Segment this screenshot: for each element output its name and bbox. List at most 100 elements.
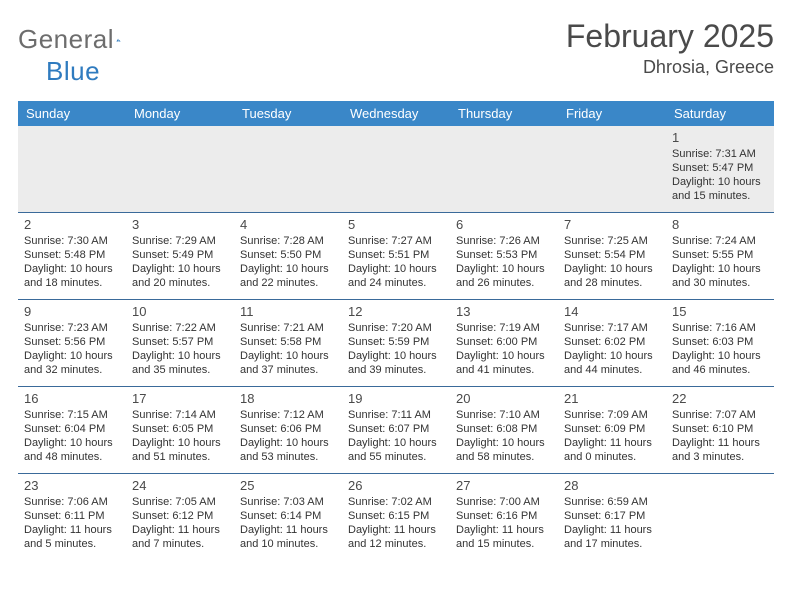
- daylight-text: and 41 minutes.: [456, 364, 552, 378]
- sunrise-text: Sunrise: 7:24 AM: [672, 235, 768, 249]
- day-number: 23: [24, 478, 120, 494]
- daylight-text: and 12 minutes.: [348, 538, 444, 552]
- day-number: 17: [132, 391, 228, 407]
- daylight-text: Daylight: 10 hours: [240, 263, 336, 277]
- day-number: 6: [456, 217, 552, 233]
- sunset-text: Sunset: 6:16 PM: [456, 510, 552, 524]
- day-cell: [18, 126, 126, 212]
- day-number: 14: [564, 304, 660, 320]
- sunset-text: Sunset: 5:53 PM: [456, 249, 552, 263]
- sunrise-text: Sunrise: 7:09 AM: [564, 409, 660, 423]
- daylight-text: Daylight: 10 hours: [348, 350, 444, 364]
- daylight-text: and 20 minutes.: [132, 277, 228, 291]
- day-cell: 25Sunrise: 7:03 AMSunset: 6:14 PMDayligh…: [234, 474, 342, 560]
- sunrise-text: Sunrise: 7:15 AM: [24, 409, 120, 423]
- daylight-text: Daylight: 11 hours: [672, 437, 768, 451]
- daylight-text: and 48 minutes.: [24, 451, 120, 465]
- weekday-label: Wednesday: [342, 101, 450, 126]
- day-number: 1: [672, 130, 768, 146]
- daylight-text: Daylight: 10 hours: [456, 437, 552, 451]
- day-number: 11: [240, 304, 336, 320]
- sunset-text: Sunset: 6:08 PM: [456, 423, 552, 437]
- daylight-text: and 3 minutes.: [672, 451, 768, 465]
- day-cell: [234, 126, 342, 212]
- sunrise-text: Sunrise: 7:27 AM: [348, 235, 444, 249]
- sunset-text: Sunset: 5:49 PM: [132, 249, 228, 263]
- sunset-text: Sunset: 6:14 PM: [240, 510, 336, 524]
- daylight-text: Daylight: 10 hours: [564, 350, 660, 364]
- day-number: 24: [132, 478, 228, 494]
- sunrise-text: Sunrise: 7:16 AM: [672, 322, 768, 336]
- brand-word1: General: [18, 24, 114, 55]
- sunset-text: Sunset: 6:09 PM: [564, 423, 660, 437]
- weekday-label: Tuesday: [234, 101, 342, 126]
- sunrise-text: Sunrise: 7:20 AM: [348, 322, 444, 336]
- day-cell: 1Sunrise: 7:31 AMSunset: 5:47 PMDaylight…: [666, 126, 774, 212]
- sunrise-text: Sunrise: 7:02 AM: [348, 496, 444, 510]
- day-number: 3: [132, 217, 228, 233]
- sunset-text: Sunset: 5:48 PM: [24, 249, 120, 263]
- daylight-text: Daylight: 11 hours: [564, 524, 660, 538]
- sunset-text: Sunset: 6:02 PM: [564, 336, 660, 350]
- sunrise-text: Sunrise: 7:31 AM: [672, 148, 768, 162]
- day-cell: 18 Sunrise: 7:12 AMSunset: 6:06 PMDayligh…: [234, 387, 342, 473]
- sail-icon: [116, 30, 121, 50]
- daylight-text: Daylight: 10 hours: [564, 263, 660, 277]
- sunrise-text: Sunrise: 7:14 AM: [132, 409, 228, 423]
- daylight-text: Daylight: 11 hours: [132, 524, 228, 538]
- day-cell: 5Sunrise: 7:27 AMSunset: 5:51 PMDaylight…: [342, 213, 450, 299]
- sunset-text: Sunset: 5:58 PM: [240, 336, 336, 350]
- daylight-text: and 30 minutes.: [672, 277, 768, 291]
- daylight-text: and 15 minutes.: [456, 538, 552, 552]
- sunrise-text: Sunrise: 7:26 AM: [456, 235, 552, 249]
- daylight-text: and 26 minutes.: [456, 277, 552, 291]
- daylight-text: and 22 minutes.: [240, 277, 336, 291]
- day-number: 18: [240, 391, 336, 407]
- daylight-text: Daylight: 10 hours: [348, 437, 444, 451]
- sunrise-text: Sunrise: 7:23 AM: [24, 322, 120, 336]
- sunrise-text: Sunrise: 7:29 AM: [132, 235, 228, 249]
- daylight-text: Daylight: 10 hours: [132, 437, 228, 451]
- day-cell: 4Sunrise: 7:28 AMSunset: 5:50 PMDaylight…: [234, 213, 342, 299]
- sunset-text: Sunset: 5:50 PM: [240, 249, 336, 263]
- daylight-text: and 51 minutes.: [132, 451, 228, 465]
- daylight-text: Daylight: 10 hours: [24, 263, 120, 277]
- daylight-text: Daylight: 10 hours: [24, 350, 120, 364]
- daylight-text: Daylight: 10 hours: [24, 437, 120, 451]
- calendar-page: General February 2025 Dhrosia, Greece Bl…: [0, 0, 792, 560]
- sunrise-text: Sunrise: 7:11 AM: [348, 409, 444, 423]
- daylight-text: Daylight: 10 hours: [672, 350, 768, 364]
- daylight-text: Daylight: 10 hours: [132, 350, 228, 364]
- sunset-text: Sunset: 6:06 PM: [240, 423, 336, 437]
- day-number: 16: [24, 391, 120, 407]
- sunrise-text: Sunrise: 7:05 AM: [132, 496, 228, 510]
- daylight-text: and 15 minutes.: [672, 190, 768, 204]
- day-cell: 6 Sunrise: 7:26 AMSunset: 5:53 PMDaylight…: [450, 213, 558, 299]
- weekday-label: Thursday: [450, 101, 558, 126]
- daylight-text: and 28 minutes.: [564, 277, 660, 291]
- daylight-text: Daylight: 10 hours: [456, 263, 552, 277]
- sunrise-text: Sunrise: 7:06 AM: [24, 496, 120, 510]
- day-cell: 9Sunrise: 7:23 AMSunset: 5:56 PMDaylight…: [18, 300, 126, 386]
- daylight-text: Daylight: 10 hours: [132, 263, 228, 277]
- location: Dhrosia, Greece: [566, 57, 774, 78]
- week-row: 2Sunrise: 7:30 AMSunset: 5:48 PMDaylight…: [18, 212, 774, 299]
- day-cell: 20Sunrise: 7:10 AMSunset: 6:08 PMDayligh…: [450, 387, 558, 473]
- day-cell: 22Sunrise: 7:07 AMSunset: 6:10 PMDayligh…: [666, 387, 774, 473]
- day-number: 27: [456, 478, 552, 494]
- sunset-text: Sunset: 6:17 PM: [564, 510, 660, 524]
- daylight-text: Daylight: 10 hours: [240, 437, 336, 451]
- daylight-text: and 0 minutes.: [564, 451, 660, 465]
- daylight-text: and 5 minutes.: [24, 538, 120, 552]
- sunrise-text: Sunrise: 7:12 AM: [240, 409, 336, 423]
- day-cell: [558, 126, 666, 212]
- day-cell: 16Sunrise: 7:15 AMSunset: 6:04 PMDayligh…: [18, 387, 126, 473]
- sunrise-text: Sunrise: 7:07 AM: [672, 409, 768, 423]
- daylight-text: and 10 minutes.: [240, 538, 336, 552]
- day-number: 28: [564, 478, 660, 494]
- sunrise-text: Sunrise: 7:19 AM: [456, 322, 552, 336]
- sunrise-text: Sunrise: 7:21 AM: [240, 322, 336, 336]
- day-cell: 21Sunrise: 7:09 AMSunset: 6:09 PMDayligh…: [558, 387, 666, 473]
- sunset-text: Sunset: 6:10 PM: [672, 423, 768, 437]
- day-number: 19: [348, 391, 444, 407]
